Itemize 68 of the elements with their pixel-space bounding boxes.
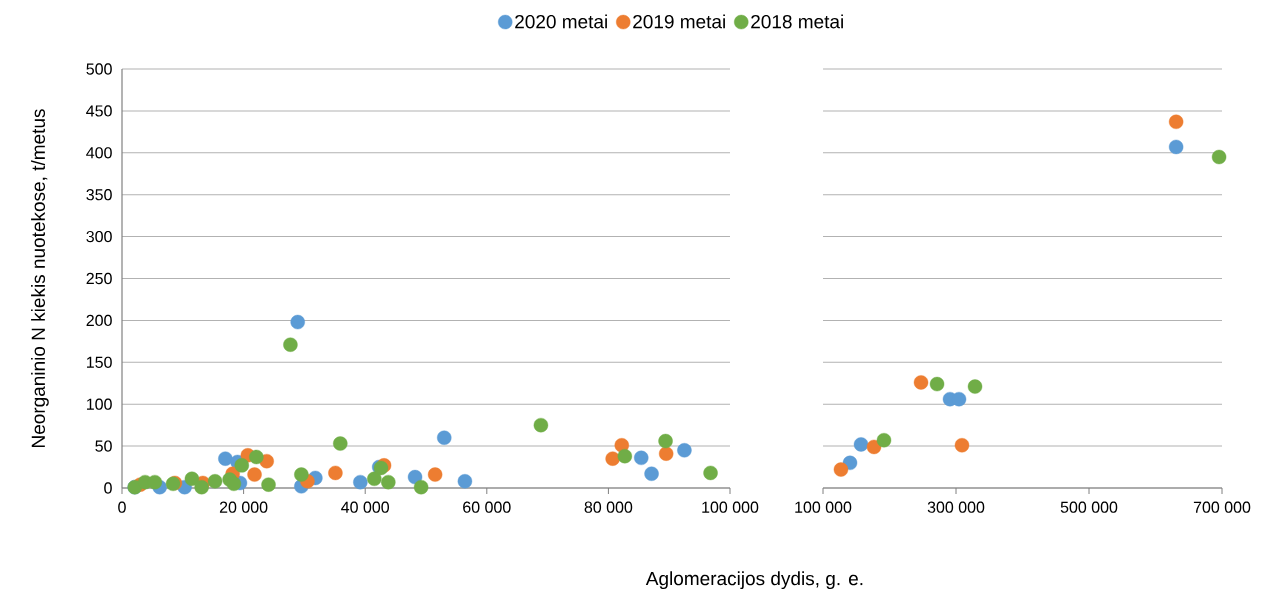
x-tick-label: 80 000 — [584, 501, 633, 513]
point — [703, 465, 718, 481]
point — [634, 450, 649, 466]
y-tick-label: 200 — [86, 314, 112, 327]
point — [866, 439, 882, 455]
x-tick-label: 500 000 — [1060, 501, 1118, 513]
y-tick-label: 300 — [86, 230, 112, 243]
x-tick-label: 20 000 — [219, 501, 268, 513]
x-tick-label: 0 — [118, 501, 126, 513]
point — [247, 467, 262, 482]
x-tick-label: 60 000 — [463, 501, 511, 513]
point — [226, 476, 242, 492]
point — [218, 451, 233, 466]
point — [876, 433, 892, 448]
point — [294, 467, 309, 482]
y-tick-label: 100 — [87, 398, 112, 410]
point — [658, 446, 674, 461]
point — [261, 477, 276, 492]
point — [407, 469, 423, 485]
x-tick-label: 100 000 — [795, 501, 852, 513]
point — [913, 375, 929, 390]
y-tick-label: 350 — [86, 189, 112, 201]
y-tick-label: 250 — [86, 272, 112, 285]
x-tick-label: 700 000 — [1193, 501, 1251, 513]
y-tick-label: 500 — [86, 63, 112, 75]
point — [249, 449, 264, 465]
legend-label: 2019 metai — [633, 14, 725, 29]
point — [853, 437, 869, 452]
y-tick-label: 50 — [95, 440, 112, 452]
point — [427, 467, 443, 482]
point — [967, 379, 983, 394]
point — [290, 314, 305, 330]
legend-label: 2018 metai — [751, 14, 843, 29]
point — [954, 438, 970, 453]
x-tick-label: 300 000 — [927, 501, 985, 513]
point — [1168, 139, 1184, 155]
y-tick-label: 450 — [86, 105, 112, 117]
point — [437, 430, 452, 445]
point — [929, 376, 945, 392]
x-axis-title: Aglomeracijos dydis, g. e. — [645, 571, 863, 590]
point — [617, 448, 633, 464]
point — [194, 479, 209, 495]
point — [1168, 114, 1184, 129]
point — [833, 462, 849, 477]
point — [533, 417, 549, 433]
point — [381, 474, 396, 490]
point — [605, 451, 620, 466]
point — [234, 458, 249, 473]
legend-label: 2020 metai — [515, 14, 607, 29]
point — [207, 474, 223, 489]
y-tick-label: 150 — [87, 356, 112, 368]
y-axis-title: Neorganinio N kiekis nuotekose, t/metus — [31, 109, 49, 447]
point — [184, 471, 200, 486]
point — [658, 433, 673, 449]
point — [328, 465, 343, 481]
point — [333, 436, 348, 451]
y-tick-label: 0 — [104, 482, 112, 494]
y-tick-label: 400 — [86, 147, 112, 159]
point — [457, 474, 473, 489]
point — [367, 471, 382, 486]
x-tick-label: 40 000 — [341, 501, 390, 513]
x-tick-label: 100 000 — [702, 501, 759, 513]
point — [283, 337, 298, 352]
point — [353, 474, 368, 490]
point — [1211, 149, 1227, 165]
point — [677, 443, 692, 458]
point — [413, 479, 429, 495]
point — [644, 466, 659, 481]
